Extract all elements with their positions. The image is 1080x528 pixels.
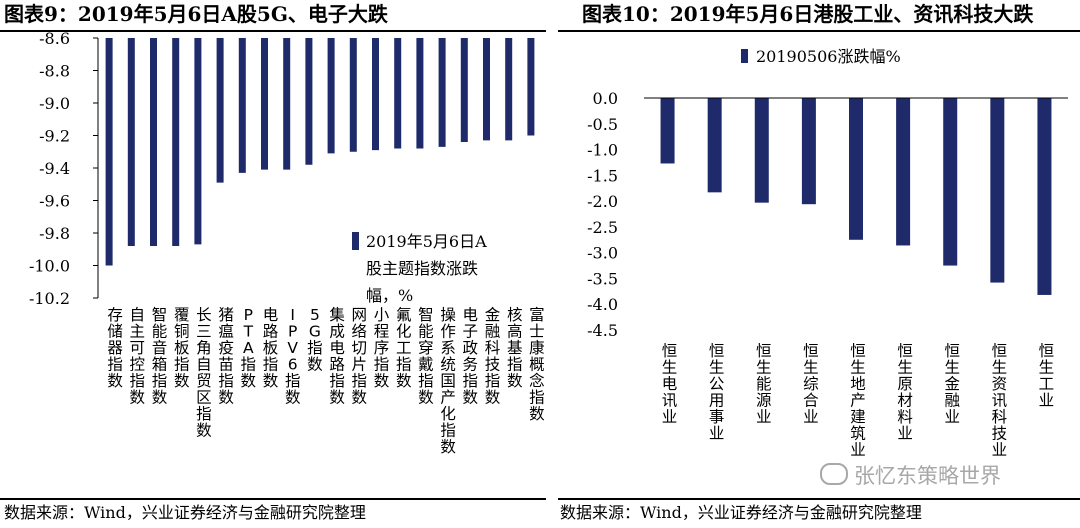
chart10-category-label: 恒生地产建筑业: [850, 342, 866, 459]
chart10-bar: [1037, 98, 1052, 295]
chart10-bar: [660, 98, 675, 164]
chart10-ytick-label: -3.5: [587, 269, 618, 288]
chart10-ytick-label: -4.0: [587, 295, 618, 314]
chart9-bar: [505, 38, 513, 141]
chart9-bar: [527, 38, 535, 136]
chart10-category-label: 恒生原材料业: [897, 342, 913, 443]
chart10-source-rule: [558, 498, 1080, 500]
chart9-bar: [416, 38, 424, 149]
chart10-legend-text: 20190506涨跌幅%: [756, 47, 901, 66]
chart9-ytick-label: -9.8: [39, 224, 70, 243]
chart9-ytick-label: -9.2: [39, 127, 70, 146]
chart9-bar: [438, 38, 446, 147]
chart9-category-label: 智能音箱指数: [152, 306, 168, 407]
chart10-source: 数据来源：Wind，兴业证券经济与金融研究院整理: [560, 503, 922, 522]
chart9-source-rule: [0, 498, 546, 500]
chart9-ytick-label: -8.8: [39, 62, 70, 81]
chart9-category-label: P T A 指数: [241, 306, 257, 390]
chart10-category-label: 恒生工业: [1039, 342, 1055, 410]
chart9-bar: [105, 38, 113, 266]
chart9-ytick-label: -9.0: [39, 94, 70, 113]
chart9-bar: [127, 38, 135, 246]
chart9-bar: [261, 38, 268, 170]
chart9-category-label: 覆铜板指数: [174, 306, 190, 390]
chart9-bar: [194, 38, 202, 245]
chart10-ytick-label: 0.0: [593, 89, 618, 108]
chart10-title: 图表10：2019年5月6日港股工业、资讯科技大跌: [582, 2, 1034, 26]
chart9-bar: [394, 38, 402, 149]
chart9-category-label: 操作系统国产化指数: [440, 306, 456, 456]
watermark: 张忆东策略世界: [820, 462, 1001, 490]
chart9-title: 图表9：2019年5月6日A股5G、电子大跌: [4, 2, 388, 26]
chart10-category-label: 恒生公用事业: [709, 342, 725, 443]
chart10-ytick-label: -2.0: [587, 192, 618, 211]
chart9-ytick-label: -9.6: [39, 192, 70, 211]
chart9-legend-swatch: [352, 232, 359, 250]
chart9-bar: [216, 38, 224, 183]
chart10-category-label: 恒生能源业: [756, 342, 772, 426]
chart9-category-label: 金融科技指数: [485, 306, 501, 407]
chart9-bar: [349, 38, 357, 152]
chart9-category-label: 小程序指数: [374, 306, 390, 390]
chart9-ytick-label: -10.2: [29, 289, 70, 308]
chart9-category-label: 富士康概念指数: [529, 306, 545, 423]
chart9-category-label: 5 G 指数: [307, 306, 323, 374]
chart9-ytick-label: -9.4: [39, 159, 70, 178]
chart9-category-label: 电子政务指数: [463, 306, 479, 407]
chart9-category-label: 集成电路指数: [329, 306, 345, 407]
chart10-bar: [707, 98, 722, 193]
chart9-bar: [150, 38, 157, 246]
chart9-bar: [172, 38, 180, 246]
chart10-bar: [896, 98, 911, 246]
chart9-bar: [283, 38, 291, 170]
chart9-ytick-label: -10.0: [29, 257, 70, 276]
chart10-bar: [754, 98, 769, 203]
chart9-legend-text: 股主题指数涨跌: [366, 259, 478, 278]
chart10-ytick-label: -4.5: [587, 321, 618, 340]
chart10-bar: [849, 98, 863, 240]
chart10-ytick-label: -1.5: [587, 166, 618, 185]
chart9-bar: [460, 38, 468, 142]
chart9-category-label: 电路板指数: [263, 306, 279, 390]
chart9-bar: [327, 38, 335, 154]
chart9-category-label: 网络切片指数: [352, 306, 368, 407]
chart9-ytick-label: -8.6: [39, 29, 70, 48]
chart10-category-label: 恒生综合业: [803, 342, 819, 426]
watermark-text: 张忆东策略世界: [854, 464, 1001, 488]
chart9-bar: [372, 38, 379, 151]
chart10-category-label: 恒生电讯业: [662, 342, 678, 426]
chart10-bar: [943, 98, 958, 266]
chart9-category-label: 自主可控指数: [130, 306, 146, 407]
chart10-category-label: 恒生金融业: [944, 342, 960, 426]
chart9-bar: [238, 38, 246, 173]
chart9-category-label: I P V 6 指数: [285, 306, 301, 407]
chart9-legend-text: 幅，%: [366, 286, 413, 305]
chart9-category-label: 智能穿戴指数: [418, 306, 434, 407]
chart9-title-rule: [0, 30, 546, 32]
chart9-legend-text: 2019年5月6日A: [366, 232, 487, 251]
chart9-bar: [305, 38, 313, 165]
chart9-category-label: 存储器指数: [107, 306, 123, 390]
chart10-ytick-label: -2.5: [587, 218, 618, 237]
chart10-ytick-label: -0.5: [587, 115, 618, 134]
chart10-bar: [990, 98, 1005, 283]
chart10-ytick-label: -3.0: [587, 244, 618, 263]
chart10-legend-swatch: [741, 49, 748, 63]
chart10-title-rule: [558, 30, 1080, 32]
chart10-category-label: 恒生资讯科技业: [992, 342, 1008, 459]
chart9-category-label: 长三角自贸区指数: [196, 306, 212, 440]
chart9-category-label: 猪瘟疫苗指数: [218, 306, 234, 407]
chart9-bar: [483, 38, 490, 141]
chart9-category-label: 氟化工指数: [396, 306, 412, 390]
chart10-ytick-label: -1.0: [587, 141, 618, 160]
wechat-icon: [820, 463, 848, 485]
chart10-bar: [801, 98, 816, 205]
chart9-category-label: 核高基指数: [507, 306, 523, 390]
chart9-source: 数据来源：Wind，兴业证券经济与金融研究院整理: [4, 503, 366, 522]
